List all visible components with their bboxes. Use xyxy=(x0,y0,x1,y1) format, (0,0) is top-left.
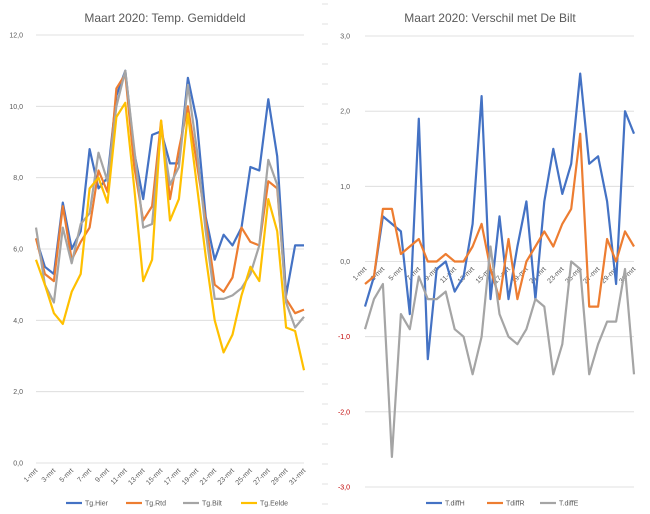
legend-label: T.diffH xyxy=(445,501,465,508)
series-line-tdiffh xyxy=(363,72,636,361)
chart-temp-gemiddeld: Maart 2020: Temp. Gemiddeld 0,0 2,0 4,0 6,0… xyxy=(0,0,322,514)
y-tick-label: -3,0 xyxy=(338,485,350,492)
chart-title: Maart 2020: Verschil met De Bilt xyxy=(404,11,576,25)
chart-title: Maart 2020: Temp. Gemiddeld xyxy=(84,11,245,25)
legend-label: Tg.Bilt xyxy=(202,501,222,508)
y-tick-label: 12,0 xyxy=(9,33,23,40)
legend-label: Tg.Rtd xyxy=(145,501,166,508)
series-line-tdiffe xyxy=(363,245,636,458)
series-line-tgeelde xyxy=(34,101,306,371)
y-tick-label: 0,0 xyxy=(340,259,350,266)
y-tick-label: 1,0 xyxy=(340,184,350,191)
y-tick-label: 4,0 xyxy=(13,318,23,325)
series-line-tghier xyxy=(34,69,304,297)
y-tick-label: -1,0 xyxy=(338,334,350,341)
y-tick-label: 0,0 xyxy=(13,461,23,468)
y-tick-label: -2,0 xyxy=(338,409,350,416)
legend-label: Tg.Hier xyxy=(85,501,109,508)
y-tick-label: 3,0 xyxy=(340,34,350,41)
legend-label: TdiffR xyxy=(506,501,525,508)
chart-verschil-de-bilt: Maart 2020: Verschil met De Bilt -3,0 -2,… xyxy=(328,0,650,514)
y-tick-label: 2,0 xyxy=(340,109,350,116)
y-tick-label: 6,0 xyxy=(13,247,23,254)
y-tick-label: 2,0 xyxy=(13,389,23,396)
series-line-tdiffr xyxy=(364,132,635,308)
legend-label: Tg.Eelde xyxy=(260,501,288,508)
chart-area-background xyxy=(0,0,322,514)
legend-label: T.diffE xyxy=(559,501,579,508)
y-tick-label: 10,0 xyxy=(9,104,23,111)
y-tick-label: 8,0 xyxy=(13,175,23,182)
series-line-tgbilt xyxy=(34,69,305,329)
